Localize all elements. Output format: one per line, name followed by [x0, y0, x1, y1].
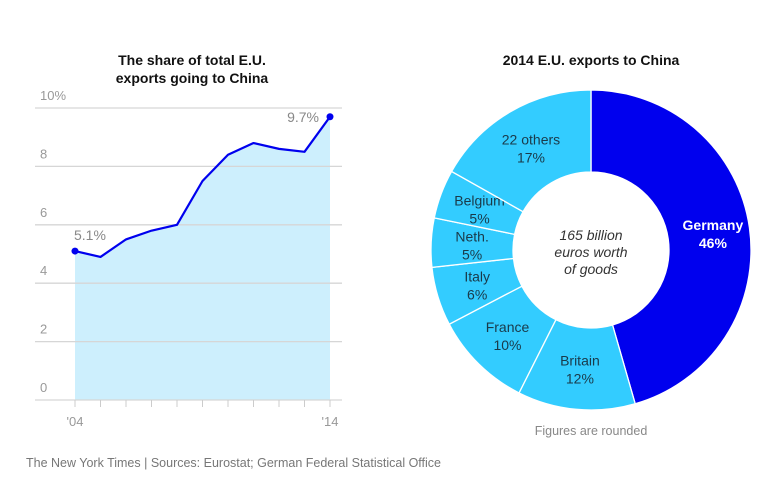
slice-value-label: 10%	[493, 337, 521, 353]
source-footer: The New York Times | Sources: Eurostat; …	[26, 456, 441, 470]
series-line	[74, 116, 331, 259]
slice-name-label: Neth.	[455, 228, 488, 244]
y-tick-label: 2	[40, 322, 47, 337]
end-value-label: 9.7%	[287, 109, 319, 125]
slice-name-label: Italy	[464, 269, 490, 285]
slice-name-label: Britain	[560, 352, 600, 368]
y-tick-label: 0	[40, 380, 47, 395]
y-tick-label: 6	[40, 205, 47, 220]
slice-value-label: 46%	[699, 235, 728, 251]
donut-center-text: 165 billion	[559, 227, 622, 243]
rounding-note: Figures are rounded	[534, 424, 648, 438]
x-tick-label: '04	[67, 414, 84, 429]
donut-slice-22-others	[450, 89, 592, 213]
donut-chart-title: 2014 E.U. exports to China	[502, 52, 680, 68]
area-fill	[75, 116, 330, 400]
slice-value-label: 5%	[462, 246, 482, 262]
slice-value-label: 5%	[469, 210, 489, 226]
slice-name-label: Belgium	[454, 192, 505, 208]
donut-center-text: of goods	[564, 261, 618, 277]
donut-slice-germany	[590, 89, 752, 405]
donut-center-text: euros worth	[554, 244, 627, 260]
slice-name-label: 22 others	[502, 131, 560, 147]
y-tick-label: 10%	[40, 88, 66, 103]
slice-name-label: Germany	[683, 217, 744, 233]
y-tick-label: 4	[40, 263, 47, 278]
slice-value-label: 17%	[517, 149, 545, 165]
slice-value-label: 12%	[566, 370, 594, 386]
y-tick-label: 8	[40, 146, 47, 161]
slice-value-label: 6%	[467, 287, 487, 303]
line-chart-title: The share of total E.U. exports going to…	[115, 52, 269, 86]
x-tick-label: '14	[322, 414, 339, 429]
slice-name-label: France	[486, 319, 530, 335]
start-value-label: 5.1%	[74, 227, 106, 243]
endpoint-marker	[326, 113, 334, 121]
endpoint-marker	[71, 247, 79, 255]
